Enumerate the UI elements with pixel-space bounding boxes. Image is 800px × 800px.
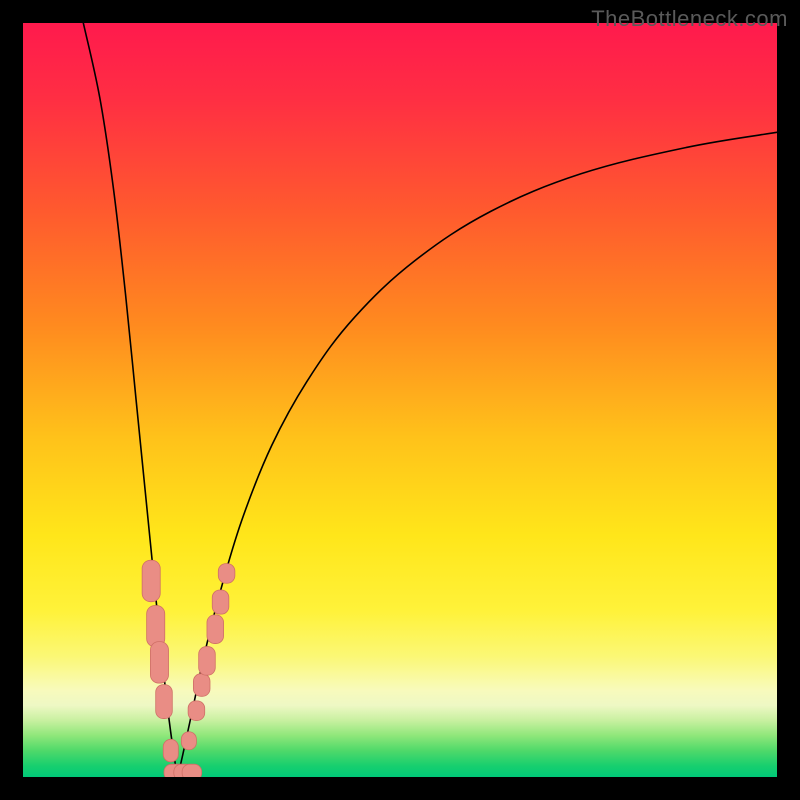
data-marker xyxy=(181,732,196,750)
data-marker xyxy=(212,590,229,614)
data-marker xyxy=(193,674,210,697)
data-marker xyxy=(156,685,173,719)
bottleneck-chart-svg xyxy=(0,0,800,800)
data-marker xyxy=(199,647,216,676)
data-marker xyxy=(142,560,160,601)
data-marker xyxy=(163,739,178,762)
data-marker xyxy=(150,642,168,683)
data-marker xyxy=(147,605,165,646)
chart-container: TheBottleneck.com xyxy=(0,0,800,800)
data-marker xyxy=(207,615,224,644)
watermark-text: TheBottleneck.com xyxy=(591,6,788,32)
data-marker xyxy=(218,564,235,584)
data-marker xyxy=(188,701,205,721)
